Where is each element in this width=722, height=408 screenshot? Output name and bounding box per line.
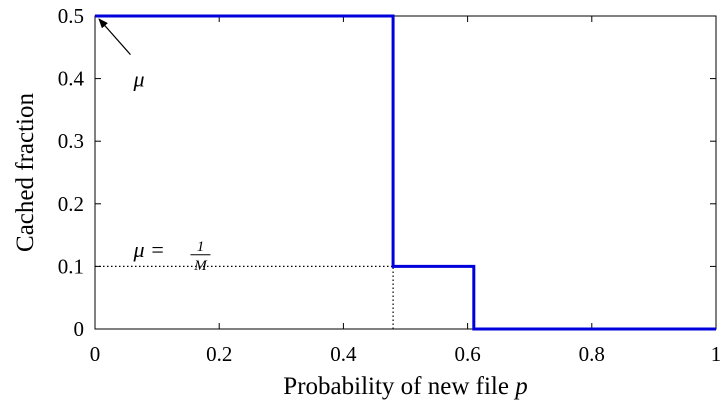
y-tick-label: 0.1 bbox=[58, 254, 84, 278]
tick-labels: 0 0.2 0.4 0.6 0.8 1 0 0.1 0.2 0.3 0.4 0.5 bbox=[58, 4, 722, 366]
mu-annotation-arrow bbox=[98, 18, 131, 55]
y-tick-label: 0.3 bbox=[58, 129, 84, 153]
reference-lines bbox=[95, 265, 394, 329]
fraction-denominator: M bbox=[193, 258, 208, 274]
x-tick-label: 0.6 bbox=[454, 342, 480, 366]
axes bbox=[94, 15, 717, 330]
x-axis-label-text: Probability of new file bbox=[283, 373, 509, 400]
plot-frame bbox=[94, 15, 717, 330]
mu-annotation: μ bbox=[132, 67, 144, 92]
x-axis-label: Probability of new file p bbox=[283, 373, 527, 400]
x-tick-label: 0 bbox=[90, 342, 101, 366]
y-tick-label: 0 bbox=[74, 317, 85, 341]
y-tick-label: 0.5 bbox=[58, 4, 84, 28]
mu-equals-annotation: μ = bbox=[132, 237, 164, 262]
y-tick-label: 0.2 bbox=[58, 192, 84, 216]
fraction-numerator: 1 bbox=[197, 239, 205, 255]
y-axis-label: Cached fraction bbox=[12, 93, 39, 252]
x-axis-label-variable: p bbox=[513, 373, 528, 400]
annotations: μ μ = 1 M bbox=[98, 18, 211, 274]
y-tick-label: 0.4 bbox=[58, 67, 85, 91]
series-line bbox=[95, 14, 716, 331]
x-tick-label: 1 bbox=[711, 342, 722, 366]
x-tick-label: 0.8 bbox=[579, 342, 605, 366]
x-tick-label: 0.2 bbox=[206, 342, 232, 366]
x-tick-label: 0.4 bbox=[330, 342, 357, 366]
series-lines bbox=[95, 14, 716, 331]
